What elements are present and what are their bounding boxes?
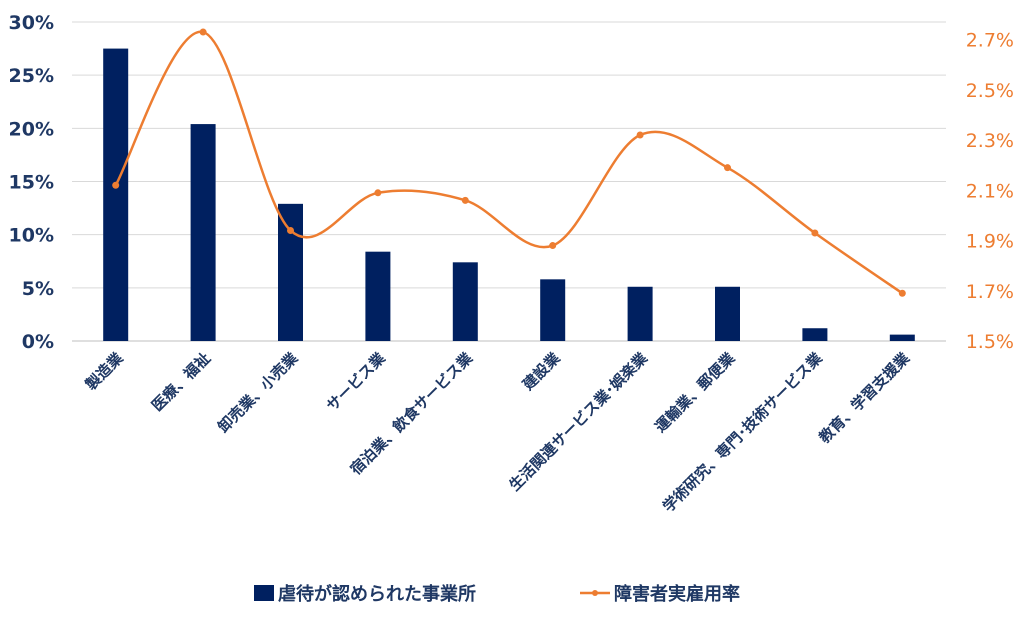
category-label: 教育、学習支援業	[815, 348, 914, 447]
line-point	[636, 131, 644, 139]
category-label: 建設業	[519, 348, 564, 393]
left-tick-label: 0%	[22, 331, 54, 353]
category-label: 学術研究、専門･技術サービス業	[659, 348, 826, 515]
left-tick-label: 20%	[9, 118, 54, 140]
bar	[190, 124, 216, 341]
gridlines	[72, 21, 946, 342]
right-tick-label: 1.5%	[966, 331, 1014, 353]
category-label: 製造業	[81, 348, 127, 394]
right-tick-label: 1.9%	[966, 231, 1014, 253]
legend-label-line: 障害者実雇用率	[614, 583, 740, 605]
line-point	[461, 196, 469, 204]
bar	[278, 203, 303, 341]
bar	[365, 251, 391, 341]
right-tick-label: 2.1%	[966, 180, 1014, 202]
right-tick-label: 2.5%	[966, 80, 1014, 102]
bar-series	[103, 48, 915, 341]
legend-label-bar: 虐待が認められた事業所	[278, 583, 476, 605]
line-point	[287, 226, 294, 234]
rate-line	[114, 30, 904, 295]
left-axis-ticks: 0% 5% 10% 15% 20% 25% 30%	[9, 12, 54, 353]
right-tick-label: 2.3%	[966, 130, 1014, 152]
left-tick-label: 25%	[9, 65, 54, 87]
left-tick-label: 5%	[22, 278, 54, 300]
legend-swatch-bar	[254, 585, 274, 601]
bar	[802, 328, 828, 341]
line-point	[374, 189, 382, 197]
right-tick-label: 2.7%	[966, 30, 1014, 52]
line-point	[112, 181, 120, 189]
legend-swatch-line-marker	[592, 590, 598, 596]
left-tick-label: 15%	[9, 172, 54, 194]
category-label: 医療、福祉	[148, 349, 214, 415]
category-label: 運輸業、郵便業	[651, 348, 739, 436]
left-tick-label: 10%	[9, 225, 54, 247]
line-point	[898, 289, 906, 297]
legend: 虐待が認められた事業所 障害者実雇用率	[254, 583, 740, 605]
line-series	[112, 28, 906, 297]
line-point	[811, 229, 819, 237]
category-label: サービス業	[323, 348, 389, 414]
category-label: 卸売業、小売業	[214, 348, 302, 436]
right-tick-label: 1.7%	[966, 281, 1014, 303]
bar	[540, 279, 566, 341]
left-tick-label: 30%	[9, 12, 54, 34]
bar	[452, 262, 478, 341]
line-point	[724, 164, 731, 172]
category-label: 生活関連サービス業･娯楽業	[506, 348, 652, 494]
line-point	[199, 28, 207, 36]
bar	[627, 286, 653, 341]
line-point	[549, 242, 557, 250]
right-axis-ticks: 1.5% 1.7% 1.9% 2.1% 2.3% 2.5% 2.7%	[966, 30, 1014, 353]
bar	[715, 286, 740, 341]
bar	[103, 48, 129, 341]
bar	[889, 334, 915, 341]
